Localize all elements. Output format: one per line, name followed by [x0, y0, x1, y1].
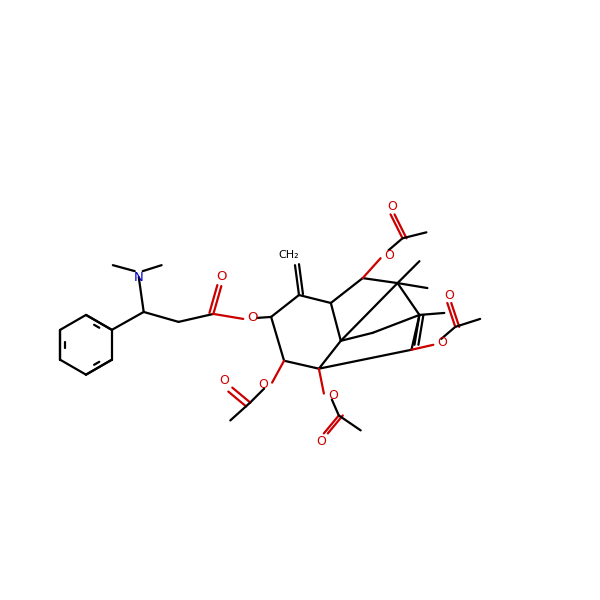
- Text: O: O: [388, 200, 397, 213]
- Text: O: O: [316, 435, 326, 448]
- Text: O: O: [437, 337, 447, 349]
- Text: O: O: [220, 374, 229, 387]
- Text: O: O: [216, 269, 227, 283]
- Text: CH₂: CH₂: [279, 250, 299, 260]
- Text: O: O: [328, 389, 338, 402]
- Text: O: O: [385, 249, 395, 262]
- Text: N: N: [134, 271, 143, 284]
- Text: O: O: [258, 378, 268, 391]
- Text: O: O: [247, 311, 257, 325]
- Text: O: O: [445, 289, 454, 302]
